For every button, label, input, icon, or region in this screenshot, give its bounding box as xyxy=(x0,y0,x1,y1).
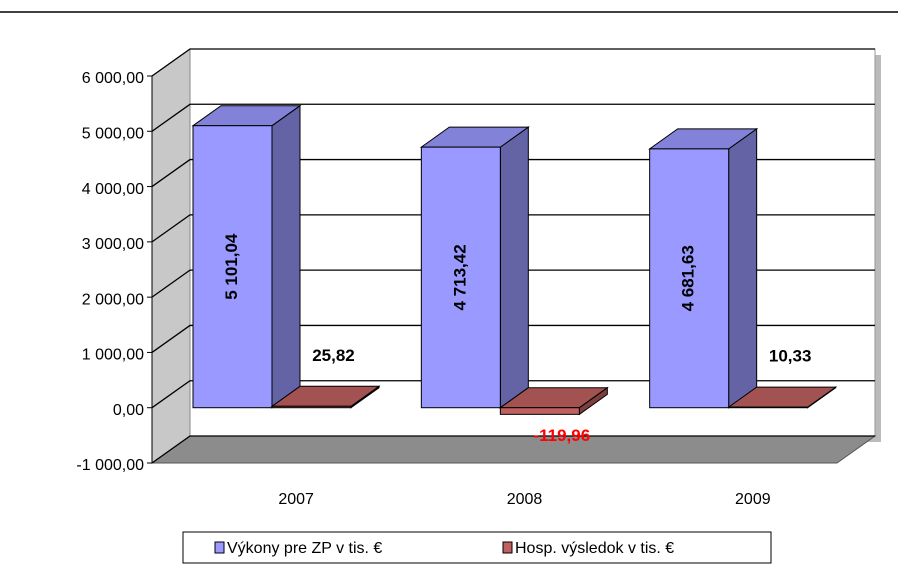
bar xyxy=(499,407,580,415)
bar xyxy=(649,148,730,409)
x-tick-label: 2008 xyxy=(507,491,543,508)
bar-side xyxy=(271,104,301,409)
side-wall xyxy=(151,48,191,464)
bar xyxy=(728,406,809,409)
legend-label: Výkony pre ZP v tis. € xyxy=(227,540,382,557)
grid-line xyxy=(151,380,875,409)
grid-line xyxy=(151,269,875,298)
bar xyxy=(420,146,501,409)
legend-label: Hosp. výsledok v tis. € xyxy=(515,540,674,557)
grid-line xyxy=(151,214,875,243)
value-label: 25,82 xyxy=(312,346,355,365)
y-tick-label: 5 000,00 xyxy=(82,126,144,143)
value-label: 4 681,63 xyxy=(679,245,698,311)
legend-swatch xyxy=(502,541,513,554)
floor xyxy=(150,435,877,464)
legend-box xyxy=(182,531,772,564)
y-tick-label: 0,00 xyxy=(113,402,144,419)
bar-side xyxy=(728,127,758,409)
y-tick-label: 4 000,00 xyxy=(82,181,144,198)
y-tick-label: -1 000,00 xyxy=(76,457,144,474)
value-label: -119,96 xyxy=(533,426,590,445)
legend-swatch xyxy=(214,541,225,554)
grid-line xyxy=(151,103,875,132)
y-tick-label: 1 000,00 xyxy=(82,347,144,364)
value-label: 4 713,42 xyxy=(450,244,469,310)
x-tick-label: 2009 xyxy=(735,491,771,508)
value-label: 10,33 xyxy=(769,347,812,366)
value-label: 5 101,04 xyxy=(222,233,241,300)
y-tick-label: 6 000,00 xyxy=(82,70,144,87)
grid-line xyxy=(151,158,875,188)
grid-line xyxy=(151,324,875,353)
grid-line xyxy=(151,48,875,77)
bar xyxy=(192,125,273,409)
x-tick-label: 2007 xyxy=(278,491,314,508)
bar-side xyxy=(499,126,529,409)
y-tick-label: 3 000,00 xyxy=(82,236,144,253)
y-tick-label: 2 000,00 xyxy=(82,291,144,308)
bar xyxy=(271,405,352,409)
grid-line xyxy=(151,435,875,464)
